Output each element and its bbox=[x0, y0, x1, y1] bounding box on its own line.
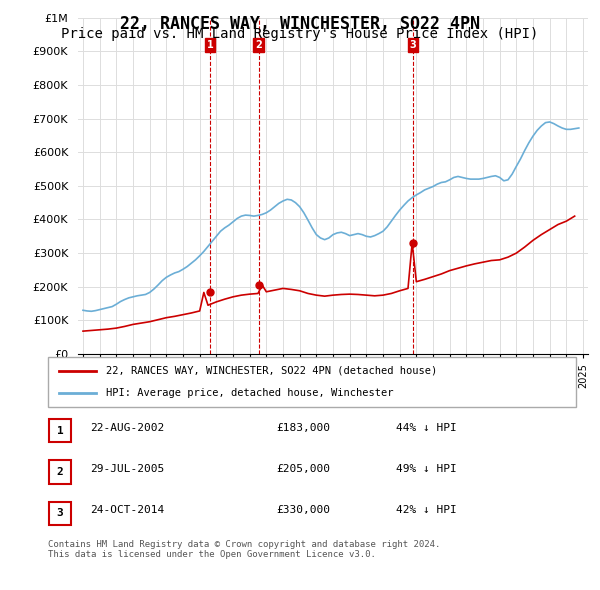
Text: 3: 3 bbox=[56, 509, 64, 518]
Text: 29-JUL-2005: 29-JUL-2005 bbox=[90, 464, 164, 474]
FancyBboxPatch shape bbox=[49, 460, 71, 484]
Text: 2: 2 bbox=[56, 467, 64, 477]
Text: 44% ↓ HPI: 44% ↓ HPI bbox=[396, 423, 457, 432]
Text: 22, RANCES WAY, WINCHESTER, SO22 4PN (detached house): 22, RANCES WAY, WINCHESTER, SO22 4PN (de… bbox=[106, 366, 437, 376]
Text: 42% ↓ HPI: 42% ↓ HPI bbox=[396, 506, 457, 515]
Text: 49% ↓ HPI: 49% ↓ HPI bbox=[396, 464, 457, 474]
Text: 1: 1 bbox=[207, 40, 214, 50]
Text: 24-OCT-2014: 24-OCT-2014 bbox=[90, 506, 164, 515]
Text: Contains HM Land Registry data © Crown copyright and database right 2024.
This d: Contains HM Land Registry data © Crown c… bbox=[48, 540, 440, 559]
Text: 22, RANCES WAY, WINCHESTER, SO22 4PN: 22, RANCES WAY, WINCHESTER, SO22 4PN bbox=[120, 15, 480, 33]
Text: £330,000: £330,000 bbox=[276, 506, 330, 515]
Text: HPI: Average price, detached house, Winchester: HPI: Average price, detached house, Winc… bbox=[106, 388, 394, 398]
Text: £205,000: £205,000 bbox=[276, 464, 330, 474]
Text: 22-AUG-2002: 22-AUG-2002 bbox=[90, 423, 164, 432]
FancyBboxPatch shape bbox=[49, 419, 71, 442]
Text: 3: 3 bbox=[409, 40, 416, 50]
Text: £183,000: £183,000 bbox=[276, 423, 330, 432]
Text: Price paid vs. HM Land Registry's House Price Index (HPI): Price paid vs. HM Land Registry's House … bbox=[61, 27, 539, 41]
Text: 1: 1 bbox=[56, 426, 64, 435]
FancyBboxPatch shape bbox=[48, 357, 576, 407]
Text: 2: 2 bbox=[256, 40, 262, 50]
FancyBboxPatch shape bbox=[49, 502, 71, 525]
